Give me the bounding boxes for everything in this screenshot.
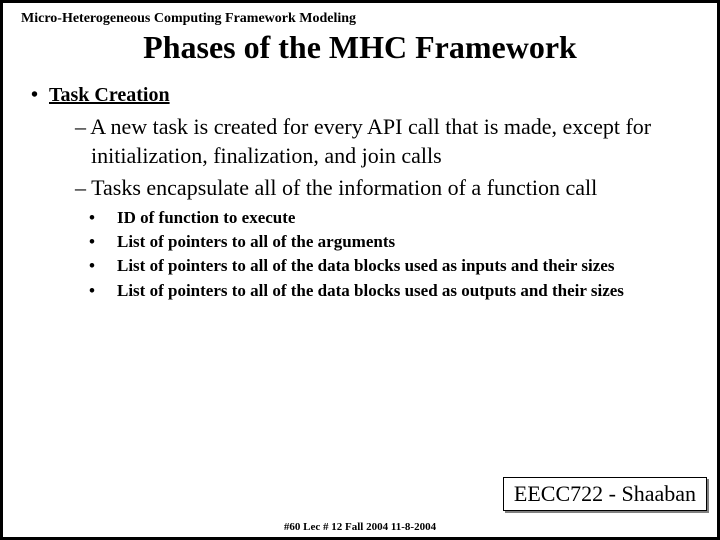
list-item: •ID of function to execute [103, 207, 689, 228]
list-item-text: List of pointers to all of the data bloc… [117, 256, 614, 275]
bullet-disc-icon: • [103, 255, 117, 276]
slide-title: Phases of the MHC Framework [3, 29, 717, 66]
list-item-text: List of pointers to all of the data bloc… [117, 281, 624, 300]
bullet-disc-icon: • [31, 84, 49, 107]
content-area: •Task Creation – A new task is created f… [3, 66, 717, 301]
header-small: Micro-Heterogeneous Computing Framework … [3, 3, 717, 27]
slide: Micro-Heterogeneous Computing Framework … [0, 0, 720, 540]
bullet-disc-icon: • [103, 207, 117, 228]
list-item-text: ID of function to execute [117, 208, 295, 227]
list-item: •List of pointers to all of the data blo… [103, 280, 689, 301]
bullet-disc-icon: • [103, 280, 117, 301]
list-item-text: List of pointers to all of the arguments [117, 232, 395, 251]
section-label: Task Creation [49, 84, 170, 106]
footer-box: EECC722 - Shaaban [503, 477, 707, 511]
section-heading: •Task Creation [31, 84, 689, 107]
list-item-text: A new task is created for every API call… [90, 114, 651, 168]
list-item: – A new task is created for every API ca… [75, 113, 689, 170]
bullet-disc-icon: • [103, 231, 117, 252]
list-item: •List of pointers to all of the data blo… [103, 255, 689, 276]
list-item: •List of pointers to all of the argument… [103, 231, 689, 252]
list-item-text: Tasks encapsulate all of the information… [91, 175, 597, 200]
footer-text: #60 Lec # 12 Fall 2004 11-8-2004 [3, 521, 717, 533]
list-item: – Tasks encapsulate all of the informati… [75, 174, 689, 203]
